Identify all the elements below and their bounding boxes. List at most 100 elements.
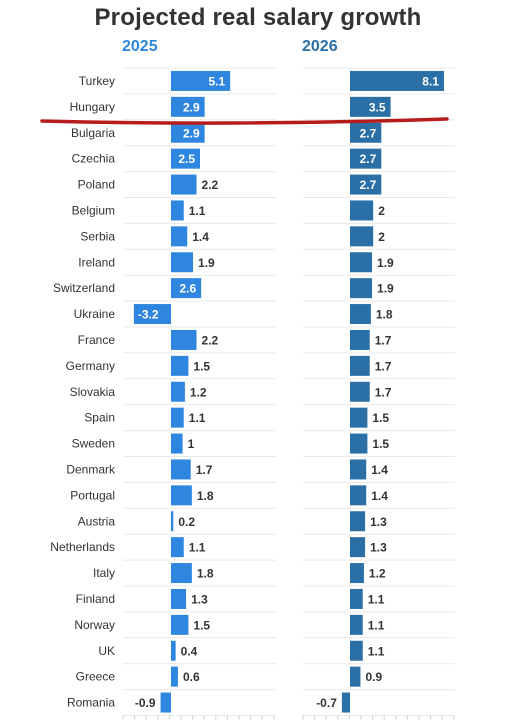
value-label-2025: 2.9 [183, 100, 200, 114]
value-label-2025: 1.5 [193, 359, 210, 373]
value-label-2026: 1.9 [377, 282, 394, 296]
value-label-2025: 1.4 [192, 230, 209, 244]
value-label-2025: 1.5 [193, 618, 210, 632]
value-label-2025: 1.1 [189, 204, 206, 218]
category-label: Poland [78, 178, 115, 192]
value-label-2026: 1.5 [372, 411, 389, 425]
red-annotation-line [40, 117, 449, 125]
bar-2026-hungary [350, 96, 391, 117]
panel-label-2026: 2026 [302, 38, 338, 55]
value-label-2026: 1.1 [368, 592, 385, 606]
category-label: Sweden [72, 437, 115, 451]
value-label-2026: 2.7 [360, 152, 377, 166]
value-label-2026: 1.7 [375, 359, 392, 373]
value-label-2026: 1.1 [368, 618, 385, 632]
value-label-2025: 2.2 [202, 333, 219, 347]
value-label-2025: 2.9 [183, 126, 200, 140]
bar-2025-hungary [171, 96, 205, 117]
value-label-2026: 1.4 [371, 463, 388, 477]
category-label: Greece [76, 670, 116, 684]
value-label-2026: 2.7 [360, 126, 377, 140]
value-label-2026: -0.7 [316, 696, 337, 710]
bar-2026-norway [350, 614, 363, 635]
bar-2026-turkey [350, 70, 444, 91]
bar-2025-belgium [171, 200, 184, 221]
category-label: Italy [93, 566, 115, 580]
value-label-2025: 1.8 [197, 489, 214, 503]
bar-2026-czechia [350, 148, 382, 169]
value-label-2025: 1.9 [198, 256, 215, 270]
bar-2025-ireland [171, 252, 194, 273]
bar-2026-slovakia [350, 381, 370, 402]
bar-2025-norway [171, 614, 189, 635]
bar-2025-bulgaria [171, 122, 205, 143]
category-label: Hungary [70, 100, 115, 114]
value-label-2025: 1.2 [190, 385, 207, 399]
bar-2025-greece [171, 666, 178, 687]
category-label: UK [98, 644, 115, 658]
value-label-2026: 1.2 [369, 567, 386, 581]
value-label-2025: 5.1 [208, 74, 225, 88]
bar-2025-denmark [171, 459, 191, 480]
value-label-2025: 2.5 [178, 152, 195, 166]
category-label: Denmark [66, 462, 116, 476]
category-label: Switzerland [53, 281, 115, 295]
value-label-2026: 1.5 [372, 437, 389, 451]
bar-2026-belgium [350, 200, 374, 221]
category-label: Serbia [80, 229, 115, 243]
value-label-2025: 0.2 [178, 515, 195, 529]
category-label: Ukraine [74, 307, 116, 321]
category-label: Austria [78, 514, 116, 528]
value-label-2025: -0.9 [135, 696, 156, 710]
value-label-2026: 1.1 [368, 644, 385, 658]
value-label-2025: 1.7 [196, 463, 213, 477]
bar-2025-spain [171, 407, 184, 428]
bar-2026-sweden [350, 433, 368, 454]
bar-2026-italy [350, 563, 364, 584]
value-label-2026: 1.4 [371, 489, 388, 503]
bar-2025-italy [171, 563, 192, 584]
bar-2026-ukraine [350, 304, 371, 325]
bar-2025-germany [171, 355, 189, 376]
bar-2026-ireland [350, 252, 373, 273]
bar-2025-netherlands [171, 537, 184, 558]
bar-2025-france [171, 329, 197, 350]
category-label: Finland [76, 592, 115, 606]
bar-2026-finland [350, 588, 363, 609]
value-label-2025: 0.4 [181, 644, 198, 658]
value-label-2026: 1.8 [376, 308, 393, 322]
value-label-2025: 2.6 [179, 282, 196, 296]
category-label: Slovakia [70, 385, 116, 399]
bar-2026-netherlands [350, 537, 366, 558]
bar-2026-austria [350, 511, 366, 532]
category-label: Czechia [72, 152, 116, 166]
category-label: Netherlands [50, 540, 115, 554]
value-label-2026: 2 [378, 230, 385, 244]
value-label-2026: 1.9 [377, 256, 394, 270]
bar-2026-switzerland [350, 278, 373, 299]
bar-2026-serbia [350, 226, 374, 247]
bar-2026-bulgaria [350, 122, 382, 143]
bar-2025-slovakia [171, 381, 185, 402]
value-label-2025: 1 [188, 437, 195, 451]
bar-2026-romania [341, 692, 350, 713]
panel-label-2025: 2025 [122, 38, 158, 55]
bar-2026-france [350, 329, 370, 350]
value-label-2026: 1.3 [370, 541, 387, 555]
value-label-2026: 8.1 [422, 74, 439, 88]
category-label: Ireland [78, 255, 115, 269]
value-label-2025: 0.6 [183, 670, 200, 684]
value-label-2026: 3.5 [369, 100, 386, 114]
bar-2026-poland [350, 174, 382, 195]
bar-2026-spain [350, 407, 368, 428]
value-label-2026: 1.3 [370, 515, 387, 529]
bar-2025-portugal [171, 485, 192, 506]
value-label-2025: -3.2 [138, 308, 159, 322]
category-label: Bulgaria [71, 126, 115, 140]
value-label-2026: 0.9 [365, 670, 382, 684]
bar-2025-austria [171, 511, 174, 532]
bar-2026-greece [350, 666, 361, 687]
value-label-2025: 2.2 [202, 178, 219, 192]
value-label-2026: 1.7 [375, 385, 392, 399]
value-label-2026: 2 [378, 204, 385, 218]
